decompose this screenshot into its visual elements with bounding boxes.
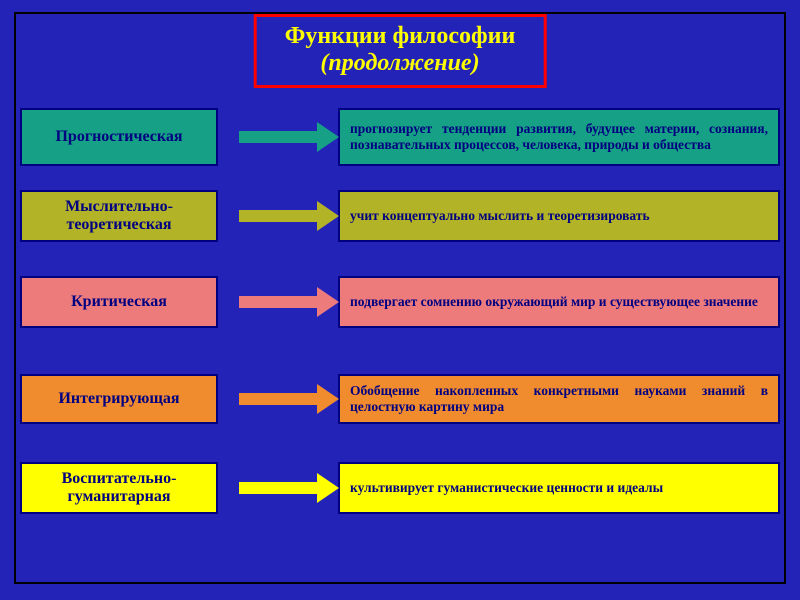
function-desc: прогнозирует тенденции развития, будущее… (338, 108, 780, 166)
function-row: Критическая подвергает сомнению окружающи… (20, 276, 780, 328)
function-label: Критическая (20, 276, 218, 328)
arrow-wrap (218, 108, 338, 166)
function-desc: культивирует гуманистические ценности и … (338, 462, 780, 514)
function-row: Интегрирующая Обобщение накопленных конкр… (20, 374, 780, 424)
arrow-wrap (218, 374, 338, 424)
title-line1: Функции философии (285, 23, 516, 50)
arrow-wrap (218, 276, 338, 328)
function-label: Интегрирующая (20, 374, 218, 424)
arrow-wrap (218, 190, 338, 242)
arrow-icon (239, 131, 317, 143)
function-label: Воспитательно-гуманитарная (20, 462, 218, 514)
arrow-icon (239, 296, 317, 308)
title-box: Функции философии (продолжение) (254, 14, 547, 88)
arrow-icon (239, 482, 317, 494)
arrow-wrap (218, 462, 338, 514)
function-row: Прогностическая прогнозирует тенденции ра… (20, 108, 780, 166)
slide: Функции философии (продолжение) Прогност… (0, 0, 800, 600)
arrow-icon (239, 210, 317, 222)
title-line2: (продолжение) (285, 50, 516, 77)
function-desc: Обобщение накопленных конкретными наукам… (338, 374, 780, 424)
function-row: Воспитательно-гуманитарная культивирует г… (20, 462, 780, 514)
function-label: Прогностическая (20, 108, 218, 166)
slide-inner: Функции философии (продолжение) Прогност… (14, 12, 786, 584)
function-desc: подвергает сомнению окружающий мир и сущ… (338, 276, 780, 328)
function-label: Мыслительно-теоретическая (20, 190, 218, 242)
arrow-icon (239, 393, 317, 405)
function-desc: учит концептуально мыслить и теоретизиро… (338, 190, 780, 242)
function-row: Мыслительно-теоретическая учит концептуал… (20, 190, 780, 242)
